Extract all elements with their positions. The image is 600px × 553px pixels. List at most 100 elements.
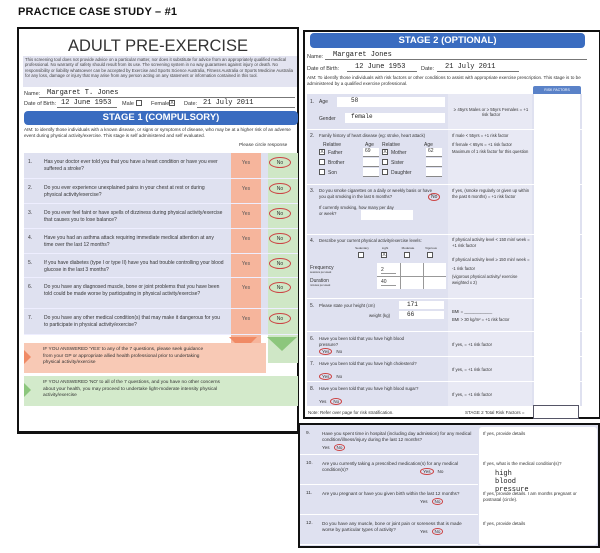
duration-field[interactable]: 40 [381,279,396,286]
gender-field[interactable]: female [345,113,445,123]
relative-label: Daughter [391,170,412,176]
question-row: 10. Are you currently taking a prescribed… [300,455,562,494]
activity-level-label: Sedentary [355,246,369,250]
relative-checkbox[interactable] [319,159,325,165]
frequency-field[interactable]: 2 [381,267,396,274]
relative-label: Mother [391,150,407,156]
relative-age[interactable]: 69 [363,148,379,157]
no-outcome-text: IF YOU ANSWERED 'NO' to all of the 7 que… [43,380,220,398]
no-option-circled[interactable]: No [269,208,291,219]
age-field[interactable]: 58 [337,97,445,107]
yes-option[interactable]: Yes [241,186,251,192]
yes-option[interactable]: Yes [241,160,251,166]
activity-level-checkbox[interactable] [358,252,364,258]
question-row: 6. Do you have any diagnosed muscle, bone… [24,278,298,309]
yes-no-answer[interactable]: Yes No [420,528,447,535]
female-checkbox[interactable]: X [169,100,175,106]
detail-field[interactable]: high blood pressure [495,470,529,494]
no-option-circled[interactable]: No [269,313,291,324]
yes-option[interactable]: Yes [241,261,251,267]
question-text: Do you have any diagnosed muscle, bone o… [44,284,220,297]
relative-checkbox[interactable]: X [319,149,325,155]
relative-checkbox[interactable]: X [382,149,388,155]
s2-name-field[interactable]: Margaret Jones [325,51,587,60]
s2-dob-field[interactable]: 12 June 1953 [347,63,417,72]
yes-option[interactable]: Yes [241,211,251,217]
yes-outcome-text: IF YOU ANSWERED 'YES' to any of the 7 qu… [43,347,204,365]
yes-no-answer[interactable]: Yes No [322,444,349,451]
total-label: STAGE 2 Total Risk Factors = [465,410,525,415]
total-risk-field[interactable] [533,405,579,419]
height-field[interactable]: 171 [399,301,444,309]
relative-age[interactable] [426,158,442,167]
dob-field[interactable]: 12 June 1953 [57,99,117,108]
weight-field[interactable]: 66 [399,311,444,319]
relative-age[interactable]: 62 [426,148,442,157]
s2-row-8: 8. Have you been told that you have high … [307,382,582,407]
question-number: 3. [28,210,33,216]
circle-prompt: Please circle response [239,143,288,148]
no-option-circled[interactable]: No [269,233,291,244]
s2-name-label: Name: [307,54,324,60]
s2-row-4: 4. Describe your current physical activi… [307,235,582,299]
risk-table: 1. Age 58 Gender female ≥ 45yrs Males or… [307,94,582,407]
s2-date-label: Date: [421,66,435,72]
activity-level-checkbox[interactable] [427,252,433,258]
yes-no-answer[interactable]: Yes No [319,398,346,405]
no-option-circled[interactable]: No [269,282,291,293]
name-field[interactable]: Margaret T. Jones [39,89,295,98]
relative-checkbox[interactable] [382,159,388,165]
relative-checkbox[interactable] [319,169,325,175]
yes-option[interactable]: Yes [241,285,251,291]
stage1-aim: AIM: to identify those individuals with … [24,127,291,138]
activity-level-checkbox[interactable]: X [381,252,387,258]
stage2-continued: 9. Have you spent time in hospital (inclu… [298,423,600,548]
date-field[interactable]: 21 July 2011 [197,99,295,108]
question-row: 1. Has your doctor ever told you that you… [24,153,298,179]
yes-option[interactable]: Yes [241,316,251,322]
question-number: 7. [28,315,33,321]
stage1-form: ADULT PRE-EXERCISE SCREENING TOOL This s… [17,27,299,434]
page-title: PRACTICE CASE STUDY – #1 [18,6,178,18]
stage2-form: STAGE 2 (OPTIONAL) Name: Margaret Jones … [303,30,600,419]
question-row: 3. Do you ever feel faint or have spells … [24,204,298,229]
s2-row-6: 6. Have you been told that you have high … [307,332,582,357]
stage1-banner: STAGE 1 (COMPULSORY) [24,111,298,125]
male-checkbox[interactable] [136,100,142,106]
question-text: Have you had an asthma attack requiring … [44,235,214,248]
stage2-banner: STAGE 2 (OPTIONAL) [310,33,585,48]
yes-no-answer[interactable]: Yes No [319,348,346,355]
yes-no-answer[interactable]: Yes No [420,468,447,475]
question-row: 4. Have you had an asthma attack requirin… [24,229,298,254]
date-label: Date: [184,101,198,107]
s2-date-field[interactable]: 21 July 2011 [437,63,519,72]
question-row: 12. Do you have any muscle, bone or joint… [300,515,525,545]
question-number: 4. [28,235,33,241]
relative-age[interactable] [426,168,442,177]
question-number: 5. [28,260,33,266]
no-option-circled[interactable]: No [269,258,291,269]
q3-no[interactable]: No [428,193,441,201]
activity-level-label: Moderate [401,246,415,250]
yes-no-answer[interactable]: Yes No [319,373,346,380]
question-number: 2. [28,185,33,191]
relative-age[interactable] [363,168,379,177]
relative-label: Son [328,170,337,176]
s2-row-3: 3. Do you smoke cigarettes on a daily or… [307,185,582,235]
activity-level-checkbox[interactable] [404,252,410,258]
question-row: 11. Are you pregnant or have you given bi… [300,485,577,515]
relative-label: Brother [328,160,345,166]
question-number: 6. [28,284,33,290]
cigarettes-field[interactable] [361,210,413,220]
s2-aim: AIM: To identify those individuals with … [307,75,581,86]
question-text: If you have diabetes (type I or type II)… [44,260,224,273]
relative-checkbox[interactable] [382,169,388,175]
yes-no-answer[interactable]: Yes No [420,498,447,505]
question-row: 7. Do you have any other medical conditio… [24,309,298,335]
relative-age[interactable] [363,158,379,167]
activity-level-label: Light [381,246,389,250]
no-option-circled[interactable]: No [269,183,291,194]
yes-option[interactable]: Yes [241,236,251,242]
question-text: Do you have any other medical condition(… [44,315,220,328]
no-option-circled[interactable]: No [269,157,291,168]
